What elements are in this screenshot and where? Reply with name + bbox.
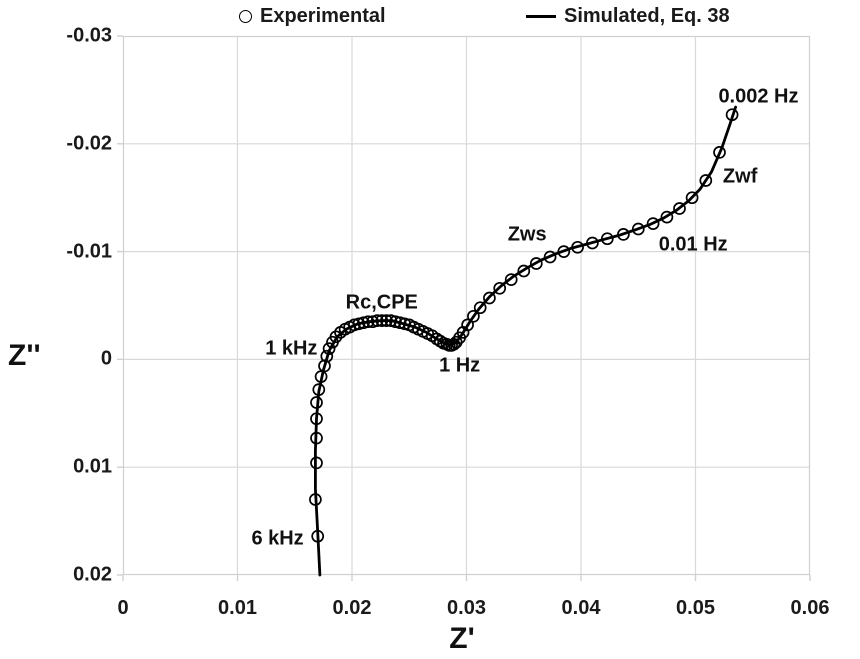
annotation-rc-cpe: Rc,CPE — [345, 291, 418, 314]
plot-area — [117, 35, 811, 581]
annotation-0-002-hz: 0.002 Hz — [718, 85, 799, 108]
y-axis-title: Z'' — [8, 339, 41, 372]
experimental-point — [543, 250, 557, 264]
experimental-point — [699, 174, 713, 187]
experimental-point — [631, 222, 645, 236]
legend-item-experimental: Experimental — [239, 2, 386, 30]
y-tick-label: 0 — [100, 347, 112, 370]
x-axis-title: Z' — [449, 622, 475, 655]
open-circle-marker-icon — [239, 9, 252, 23]
experimental-point — [646, 217, 660, 230]
annotation-zws: Zws — [507, 223, 547, 246]
y-tick-label: -0.02 — [66, 132, 112, 155]
annotation-6-khz: 6 kHz — [251, 527, 304, 550]
x-tick-label: 0.02 — [332, 597, 372, 619]
experimental-point — [493, 281, 507, 295]
annotation-zwf: Zwf — [722, 165, 758, 188]
x-tick-label: 0 — [117, 597, 129, 619]
x-tick-label: 0.06 — [790, 597, 830, 619]
annotation-1-khz: 1 kHz — [265, 337, 318, 360]
experimental-point — [713, 146, 726, 159]
y-tick-label: -0.01 — [66, 240, 112, 263]
plot-border — [122, 35, 811, 576]
x-tick-label: 0.04 — [561, 597, 601, 619]
experimental-point — [483, 291, 496, 305]
y-tick-label: 0.02 — [73, 563, 112, 586]
experimental-point — [685, 191, 699, 205]
experimental-point — [673, 202, 686, 215]
line-marker-icon — [526, 14, 556, 18]
x-tick-label: 0.01 — [218, 597, 257, 619]
y-tick-label: 0.01 — [73, 455, 112, 478]
experimental-point — [473, 301, 487, 315]
experimental-point — [461, 318, 474, 332]
legend-label-experimental: Experimental — [260, 4, 386, 27]
legend-label-simulated: Simulated, Eq. 38 — [564, 4, 730, 27]
experimental-point — [329, 330, 343, 344]
y-tick-label: -0.03 — [66, 24, 112, 47]
experimental-point — [529, 257, 543, 270]
x-tick-label: 0.03 — [447, 597, 486, 619]
legend-item-simulated: Simulated, Eq. 38 — [526, 2, 730, 30]
experimental-point — [660, 210, 674, 224]
simulated-curve — [314, 105, 737, 577]
experimental-point — [517, 264, 531, 278]
plot-area-svg — [117, 35, 811, 581]
x-tick-label: 0.05 — [676, 597, 715, 619]
experimental-point — [347, 318, 361, 332]
experimental-point — [467, 309, 480, 323]
annotation-1-hz: 1 Hz — [439, 354, 481, 377]
annotation-0-01-hz: 0.01 Hz — [658, 233, 728, 256]
experimental-point — [504, 273, 518, 286]
